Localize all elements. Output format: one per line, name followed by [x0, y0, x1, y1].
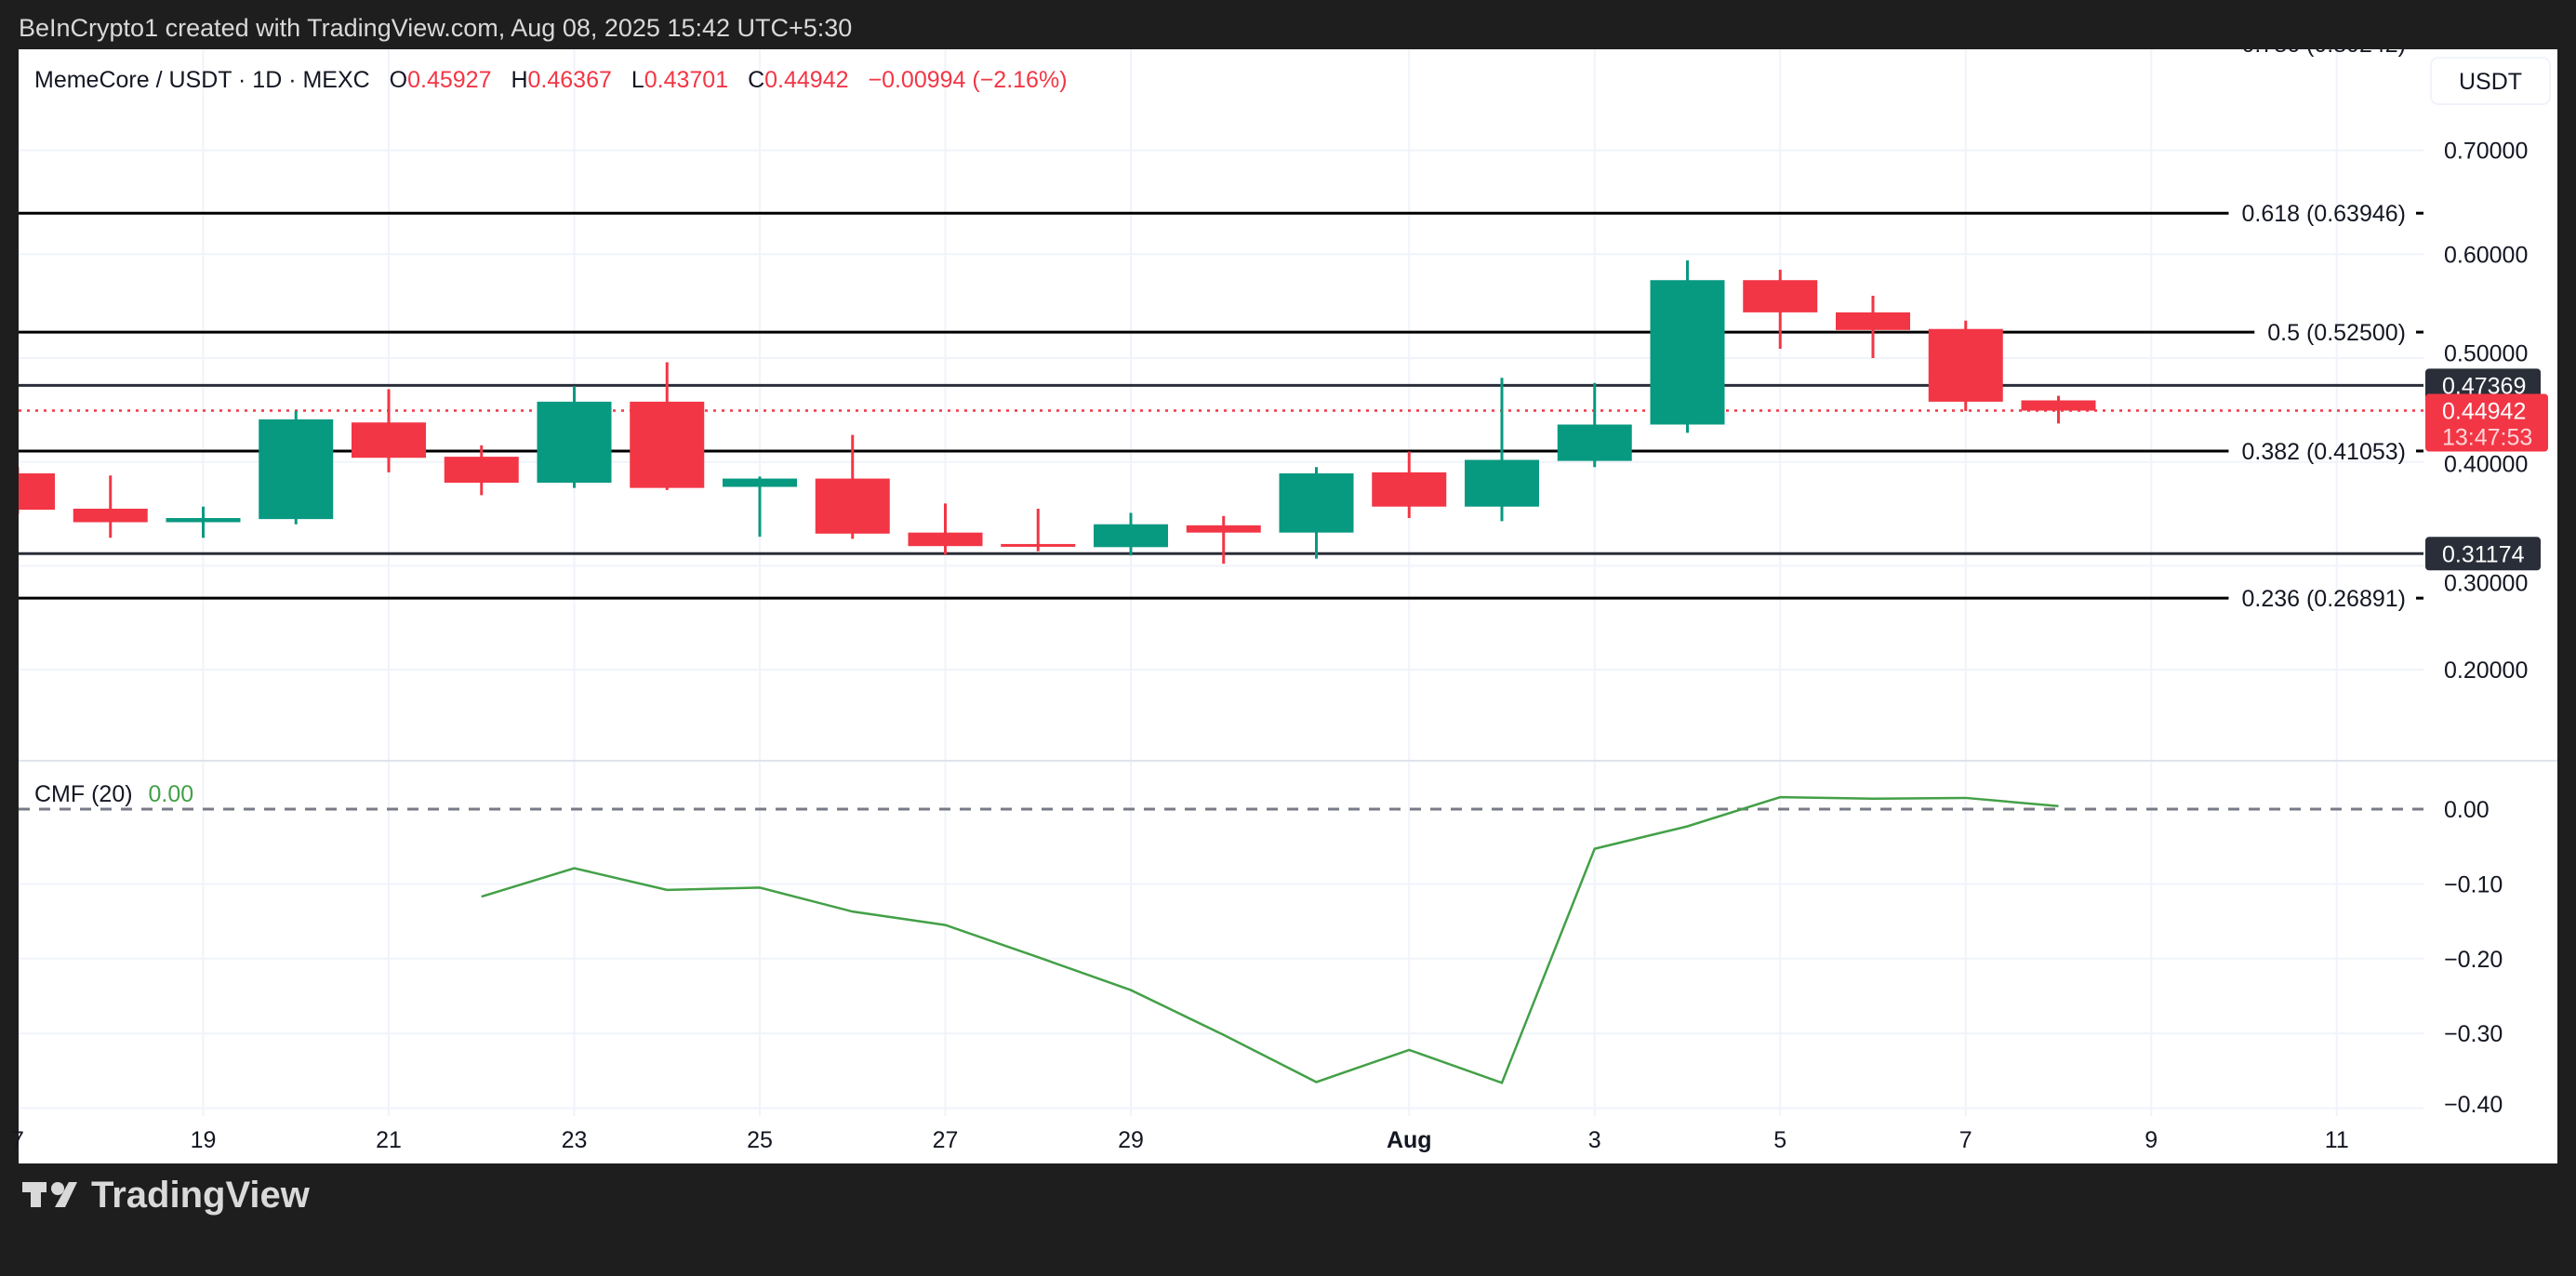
candle-up [1094, 524, 1168, 548]
price-tick-label: 0.20000 [2444, 658, 2528, 684]
candle-down [73, 508, 148, 523]
level-price-badge [2425, 368, 2541, 403]
fib-level-label: 0.618 (0.63946) [2241, 201, 2406, 227]
candle-down [1836, 312, 1910, 330]
cmf-tick-label: −0.40 [2444, 1092, 2503, 1118]
candle-up [723, 478, 797, 487]
candle-down [908, 532, 983, 547]
legend-open-label: O [390, 67, 407, 93]
cmf-tick-label: −0.10 [2444, 871, 2503, 897]
x-tick-label: 27 [933, 1127, 959, 1153]
indicator-value: 0.00 [149, 781, 194, 807]
price-levels: 0.786 (0.80242) 0.618 (0.63946) 0.5 (0.525… [19, 32, 2423, 612]
indicator-legend[interactable]: CMF (20) 0.00 [34, 781, 193, 807]
cmf-pane [19, 795, 2423, 1084]
header-credit: BeInCrypto1 created with TradingView.com… [19, 14, 852, 42]
candle-down [1001, 543, 1076, 547]
candle-up [259, 419, 334, 520]
candle-down [630, 401, 705, 488]
cmf-tick-label: 0.00 [2444, 797, 2490, 823]
price-tick-label: 0.60000 [2444, 242, 2528, 268]
level-price-label: 0.31174 [2442, 541, 2525, 567]
x-tick-label: 7 [1959, 1127, 1972, 1153]
logo-text: TradingView [91, 1175, 311, 1216]
x-tick-label: 29 [1118, 1127, 1144, 1153]
level-price-badge [2425, 537, 2541, 571]
axes: 7 19 21 23 25 27 29 Aug 3 5 7 9 11 0.70000 0.60000 0.50… [11, 139, 2548, 1153]
legend-open: 0.45927 [407, 67, 491, 93]
x-tick-label: 25 [747, 1127, 773, 1153]
cmf-tick-label: −0.30 [2444, 1021, 2503, 1047]
fib-level-label: 0.382 (0.41053) [2241, 439, 2406, 465]
tradingview-logo: TradingView [22, 1175, 311, 1216]
price-tick-label: 0.70000 [2444, 139, 2528, 165]
candle-up [166, 518, 241, 523]
candle-down [19, 472, 55, 511]
currency-button[interactable]: USDT [2430, 57, 2551, 105]
candle-up [1279, 472, 1354, 533]
legend-change: −0.00994 (−2.16%) [868, 67, 1067, 93]
x-tick-label: 7 [11, 1127, 24, 1153]
legend-close-label: C [748, 67, 764, 93]
candle-down [815, 478, 890, 534]
price-tick-label: 0.40000 [2444, 451, 2528, 477]
candle-down [352, 422, 426, 459]
candle-up [1465, 459, 1539, 507]
candle-down [444, 457, 519, 484]
x-tick-label: 19 [191, 1127, 217, 1153]
x-tick-label: 21 [376, 1127, 402, 1153]
cmf-tick-label: −0.20 [2444, 947, 2503, 973]
cmf-line [481, 795, 2059, 1084]
candle-up [537, 401, 612, 484]
currency-label: USDT [2459, 69, 2522, 95]
legend: MemeCore / USDT · 1D · MEXC O0.45927 H0.… [34, 67, 1068, 93]
fib-level-label: 0.5 (0.52500) [2267, 320, 2406, 346]
legend-high-label: H [511, 67, 527, 93]
candle-down [1743, 280, 1818, 312]
candle-down [2021, 400, 2096, 411]
x-tick-label: 3 [1588, 1127, 1601, 1153]
last-price-label: 0.44942 [2442, 398, 2526, 424]
fib-level-label: 0.236 (0.26891) [2241, 586, 2406, 612]
candle-down [1186, 525, 1261, 533]
legend-high: 0.46367 [528, 67, 612, 93]
grid [19, 49, 2423, 1116]
x-tick-label: Aug [1387, 1127, 1432, 1153]
candles [19, 260, 2096, 565]
fib-level-label: 0.786 (0.80242) [2241, 32, 2406, 58]
candle-up [1557, 424, 1632, 461]
x-tick-label: 5 [1773, 1127, 1786, 1153]
legend-low-label: L [631, 67, 644, 93]
indicator-name: CMF (20) [34, 781, 133, 807]
legend-close: 0.44942 [764, 67, 848, 93]
price-tick-label: 0.30000 [2444, 570, 2528, 596]
countdown-label: 13:47:53 [2442, 424, 2532, 450]
candle-down [1928, 328, 2003, 402]
last-price-badge [2425, 393, 2548, 452]
x-tick-label: 9 [2144, 1127, 2158, 1153]
x-tick-label: 23 [562, 1127, 588, 1153]
chart-panel [19, 49, 2557, 1163]
candle-down [1372, 472, 1447, 507]
x-tick-label: 11 [2325, 1127, 2349, 1153]
price-tick-label: 0.50000 [2444, 340, 2528, 366]
legend-symbol[interactable]: MemeCore / USDT · 1D · MEXC [34, 67, 370, 93]
legend-low: 0.43701 [644, 67, 728, 93]
candle-up [1650, 280, 1725, 425]
